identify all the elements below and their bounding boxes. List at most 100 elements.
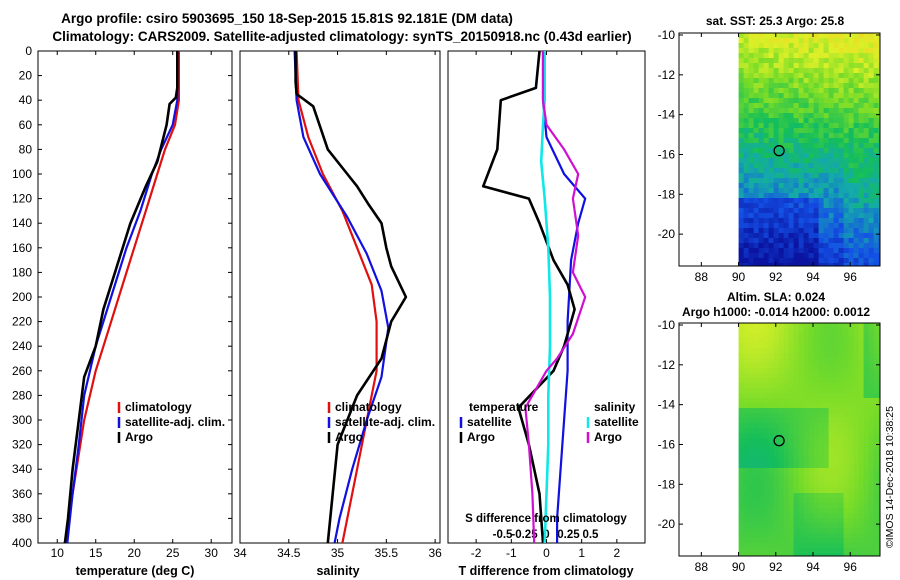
heatmap-cell <box>813 528 819 534</box>
heatmap-cell <box>823 168 829 174</box>
heatmap-cell <box>753 418 759 424</box>
heatmap-cell <box>753 528 759 534</box>
series-line-climatology <box>295 51 378 543</box>
heatmap-cell <box>863 368 869 374</box>
heatmap-cell <box>858 63 864 69</box>
heatmap-cell <box>808 453 814 459</box>
heatmap-cell <box>813 463 819 469</box>
heatmap-cell <box>778 128 784 134</box>
heatmap-cell <box>788 88 794 94</box>
heatmap-cell <box>753 53 759 59</box>
heatmap-cell <box>763 503 769 509</box>
heatmap-cell <box>833 488 839 494</box>
heatmap-cell <box>873 503 879 509</box>
heatmap-cell <box>848 108 854 114</box>
heatmap-cell <box>873 68 879 74</box>
heatmap-cell <box>768 118 774 124</box>
heatmap-cell <box>853 208 859 214</box>
heatmap-cell <box>823 443 829 449</box>
heatmap-cell <box>848 388 854 394</box>
heatmap-cell <box>853 263 859 267</box>
heatmap-cell <box>768 98 774 104</box>
heatmap-cell <box>763 408 769 414</box>
heatmap-cell <box>738 143 744 149</box>
heatmap-cell <box>778 493 784 499</box>
heatmap-cell <box>788 428 794 434</box>
heatmap-cell <box>768 353 774 359</box>
heatmap-cell <box>758 123 764 129</box>
heatmap-cell <box>823 513 829 519</box>
heatmap-cell <box>863 198 869 204</box>
heatmap-cell <box>858 43 864 49</box>
heatmap-cell <box>793 498 799 504</box>
heatmap-cell <box>743 478 749 484</box>
heatmap-cell <box>848 63 854 69</box>
heatmap-cell <box>868 208 874 214</box>
heatmap-cell <box>803 123 809 129</box>
heatmap-cell <box>748 453 754 459</box>
heatmap-cell <box>738 553 744 557</box>
heatmap-cell <box>838 243 844 249</box>
heatmap-cell <box>863 428 869 434</box>
heatmap-cell <box>868 353 874 359</box>
heatmap-cell <box>778 43 784 49</box>
heatmap-cell <box>828 123 834 129</box>
heatmap-cell <box>758 468 764 474</box>
heatmap-cell <box>798 388 804 394</box>
heatmap-cell <box>843 228 849 234</box>
heatmap-cell <box>753 553 759 557</box>
heatmap-cell <box>753 408 759 414</box>
heatmap-cell <box>813 113 819 119</box>
heatmap-cell <box>808 43 814 49</box>
heatmap-cell <box>823 123 829 129</box>
heatmap-cell <box>863 138 869 144</box>
heatmap-cell <box>803 383 809 389</box>
heatmap-cell <box>833 203 839 209</box>
heatmap-cell <box>873 128 879 134</box>
heatmap-cell <box>813 68 819 74</box>
heatmap-cell <box>793 158 799 164</box>
heatmap-cell <box>823 148 829 154</box>
heatmap-cell <box>808 103 814 109</box>
heatmap-cell <box>838 38 844 44</box>
heatmap-cell <box>738 368 744 374</box>
heatmap-cell <box>848 503 854 509</box>
heatmap-cell <box>753 543 759 549</box>
heatmap-cell <box>873 233 879 239</box>
heatmap-cell <box>763 53 769 59</box>
heatmap-cell <box>763 193 769 199</box>
heatmap-cell <box>838 153 844 159</box>
heatmap-cell <box>818 83 824 89</box>
heatmap-cell <box>858 233 864 239</box>
heatmap-cell <box>828 378 834 384</box>
heatmap-cell <box>833 398 839 404</box>
heatmap-cell <box>763 168 769 174</box>
heatmap-cell <box>843 353 849 359</box>
depth-tick-label: 140 <box>12 216 32 230</box>
heatmap-cell <box>798 368 804 374</box>
heatmap-cell <box>818 553 824 557</box>
heatmap-cell <box>823 133 829 139</box>
heatmap-cell <box>828 103 834 109</box>
heatmap-cell <box>798 428 804 434</box>
heatmap-cell <box>778 123 784 129</box>
heatmap-cell <box>763 508 769 514</box>
heatmap-cell <box>793 63 799 69</box>
heatmap-cell <box>798 363 804 369</box>
heatmap-cell <box>863 68 869 74</box>
heatmap-cell <box>793 108 799 114</box>
legend-label: satellite-adj. clim. <box>335 415 435 429</box>
heatmap-cell <box>738 443 744 449</box>
heatmap-cell <box>788 528 794 534</box>
heatmap-cell <box>808 328 814 334</box>
heatmap-cell <box>793 53 799 59</box>
heatmap-cell <box>848 533 854 539</box>
heatmap-cell <box>838 523 844 529</box>
temperature-ticks: 10 15 20 25 30 <box>51 51 218 560</box>
heatmap-cell <box>788 383 794 389</box>
heatmap-cell <box>873 178 879 184</box>
heatmap-cell <box>753 518 759 524</box>
s-difference-label: S difference from climatology <box>465 513 627 525</box>
heatmap-cell <box>873 543 879 549</box>
heatmap-cell <box>813 323 819 329</box>
